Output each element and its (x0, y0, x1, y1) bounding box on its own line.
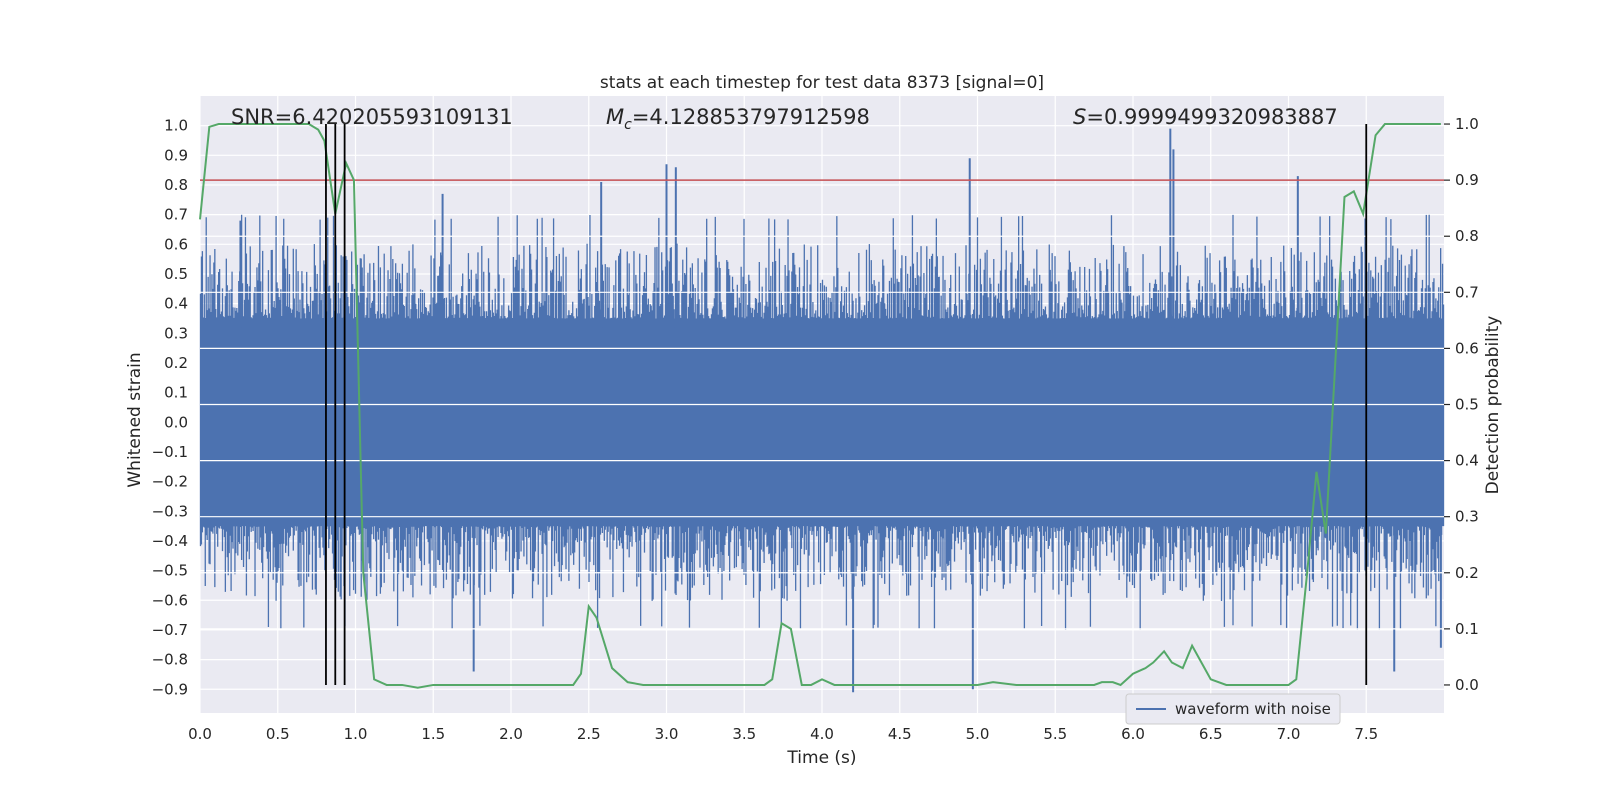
legend-label-waveform: waveform with noise (1175, 700, 1331, 718)
x-tick-label: 1.0 (344, 725, 368, 743)
y-tick-label: 0.0 (164, 413, 188, 431)
legend: waveform with noise (1125, 693, 1341, 725)
y-tick-label: 0.1 (164, 384, 188, 402)
y2-tick-label: 0.7 (1455, 283, 1479, 301)
legend-box (1125, 693, 1341, 725)
score-annotation: S=0.9999499320983887 (1073, 105, 1338, 129)
y-axis-label: Whitened strain (125, 352, 145, 487)
y-tick-label: −0.9 (152, 680, 188, 698)
y-tick-label: 0.6 (164, 235, 188, 253)
chirp-mass-symbol: M (606, 105, 624, 129)
waveform-with-noise-series (199, 128, 1445, 693)
y-tick-label: −0.7 (152, 621, 188, 639)
x-axis-label: Time (s) (786, 748, 856, 768)
y-tick-label: −0.6 (152, 591, 188, 609)
detection-probability-series (199, 123, 1444, 689)
y2-axis-ticks: 0.0 0.1 0.2 0.3 0.4 0.5 0.6 0.7 0.8 0.9 1.0 (1444, 115, 1479, 694)
x-tick-label: 0.0 (188, 725, 212, 743)
score-symbol: S (1073, 105, 1086, 129)
y2-tick-label: 0.8 (1455, 227, 1479, 245)
y-tick-label: 0.4 (164, 295, 188, 313)
y2-tick-label: 0.9 (1455, 171, 1479, 189)
y-tick-label: −0.2 (152, 473, 188, 491)
y-tick-label: 0.9 (164, 146, 188, 164)
x-tick-label: 5.0 (966, 725, 990, 743)
x-tick-label: 3.5 (732, 725, 756, 743)
y2-tick-label: 0.6 (1455, 339, 1479, 357)
y2-tick-label: 0.0 (1455, 676, 1479, 694)
y-tick-label: 0.3 (164, 324, 188, 342)
y2-axis-label: Detection probability (1483, 316, 1503, 495)
y-tick-label: 0.8 (164, 176, 188, 194)
chirp-mass-subscript: c (624, 117, 632, 133)
chart-title: stats at each timestep for test data 837… (600, 73, 1044, 93)
x-tick-label: 4.0 (810, 725, 834, 743)
y-tick-label: −0.5 (152, 562, 188, 580)
chirp-mass-value: =4.128853797912598 (632, 105, 870, 129)
y2-tick-label: 1.0 (1455, 115, 1479, 133)
y2-tick-label: 0.3 (1455, 508, 1479, 526)
y2-tick-label: 0.1 (1455, 620, 1479, 638)
y-tick-label: 0.5 (164, 265, 188, 283)
x-tick-label: 2.5 (577, 725, 601, 743)
x-tick-label: 7.0 (1277, 725, 1301, 743)
y-tick-label: −0.8 (152, 651, 188, 669)
score-value: =0.9999499320983887 (1086, 105, 1337, 129)
detection-probability-line (199, 123, 1441, 689)
x-tick-label: 6.5 (1199, 725, 1223, 743)
y-tick-label: −0.3 (152, 502, 188, 520)
y-tick-label: 0.7 (164, 206, 188, 224)
y-tick-label: −0.4 (152, 532, 188, 550)
x-tick-label: 2.0 (499, 725, 523, 743)
waveform-core-band (200, 327, 1444, 518)
vertical-markers (325, 124, 1368, 685)
y-tick-label: 1.0 (164, 117, 188, 135)
x-tick-label: 6.0 (1121, 725, 1145, 743)
x-tick-label: 3.0 (655, 725, 679, 743)
snr-annotation: SNR=6.420205593109131 (231, 105, 513, 129)
chirp-mass-annotation: Mc=4.128853797912598 (606, 105, 870, 133)
x-tick-label: 4.5 (888, 725, 912, 743)
x-tick-label: 0.5 (266, 725, 290, 743)
y-tick-label: −0.1 (152, 443, 188, 461)
y2-tick-label: 0.2 (1455, 564, 1479, 582)
y-tick-label: 0.2 (164, 354, 188, 372)
x-tick-label: 7.5 (1354, 725, 1378, 743)
x-tick-label: 5.5 (1043, 725, 1067, 743)
y2-tick-label: 0.4 (1455, 452, 1479, 470)
x-tick-label: 1.5 (421, 725, 445, 743)
y-axis-ticks: −0.9 −0.8 −0.7 −0.6 −0.5 −0.4 −0.3 −0.2 −0.1 0.0 0… (152, 117, 188, 699)
x-axis-ticks: 0.0 0.5 1.0 1.5 2.0 2.5 3.0 3.5 4.0 4.5 5.0 5.5 6.0 6… (188, 725, 1378, 743)
y2-tick-label: 0.5 (1455, 396, 1479, 414)
